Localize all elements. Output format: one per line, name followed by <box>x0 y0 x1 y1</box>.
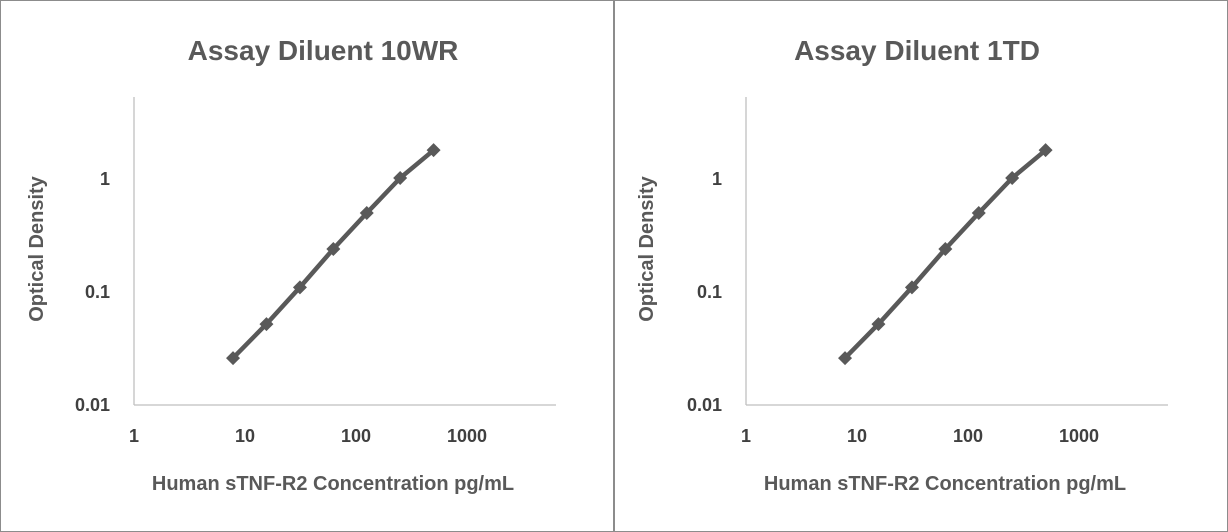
data-point <box>1038 143 1053 158</box>
data-point <box>393 171 408 186</box>
chart-title: Assay Diluent 10WR <box>188 35 459 66</box>
x-tick-label: 1 <box>741 426 751 446</box>
data-point <box>259 317 274 332</box>
x-tick-label: 1000 <box>447 426 487 446</box>
data-point <box>226 351 241 366</box>
y-tick-label: 1 <box>712 169 722 189</box>
x-tick-label: 10 <box>235 426 255 446</box>
y-axis-label: Optical Density <box>636 175 658 321</box>
data-point <box>1005 171 1020 186</box>
data-point <box>938 242 953 257</box>
data-point <box>871 317 886 332</box>
x-axis-label: Human sTNF-R2 Concentration pg/mL <box>764 473 1126 495</box>
data-point <box>838 351 853 366</box>
x-tick-label: 100 <box>953 426 983 446</box>
chart-10wr: Assay Diluent 10WR 1 0.1 0.01 1 10 100 1… <box>26 35 556 495</box>
x-tick-label: 1 <box>129 426 139 446</box>
series-group <box>838 143 1053 366</box>
y-tick-label: 0.1 <box>85 282 110 302</box>
data-point <box>326 242 341 257</box>
chart-panel-right: Assay Diluent 1TD 1 0.1 0.01 1 10 100 10… <box>615 1 1227 531</box>
y-tick-label: 0.01 <box>75 395 110 415</box>
data-point <box>971 206 986 221</box>
y-tick-label: 0.01 <box>687 395 722 415</box>
chart-panel-left: Assay Diluent 10WR 1 0.1 0.01 1 10 100 1… <box>1 1 613 531</box>
x-tick-label: 100 <box>341 426 371 446</box>
chart-1td: Assay Diluent 1TD 1 0.1 0.01 1 10 100 10… <box>636 35 1168 495</box>
series-group <box>226 143 441 366</box>
data-point <box>426 143 441 158</box>
panel-divider <box>613 0 615 532</box>
data-point <box>359 206 374 221</box>
x-tick-label: 1000 <box>1059 426 1099 446</box>
x-axis-label: Human sTNF-R2 Concentration pg/mL <box>152 473 514 495</box>
chart-title: Assay Diluent 1TD <box>794 35 1040 66</box>
y-axis-label: Optical Density <box>26 175 48 321</box>
y-tick-label: 0.1 <box>697 282 722 302</box>
data-point <box>292 280 307 295</box>
x-tick-label: 10 <box>847 426 867 446</box>
data-point <box>904 280 919 295</box>
y-tick-label: 1 <box>100 169 110 189</box>
